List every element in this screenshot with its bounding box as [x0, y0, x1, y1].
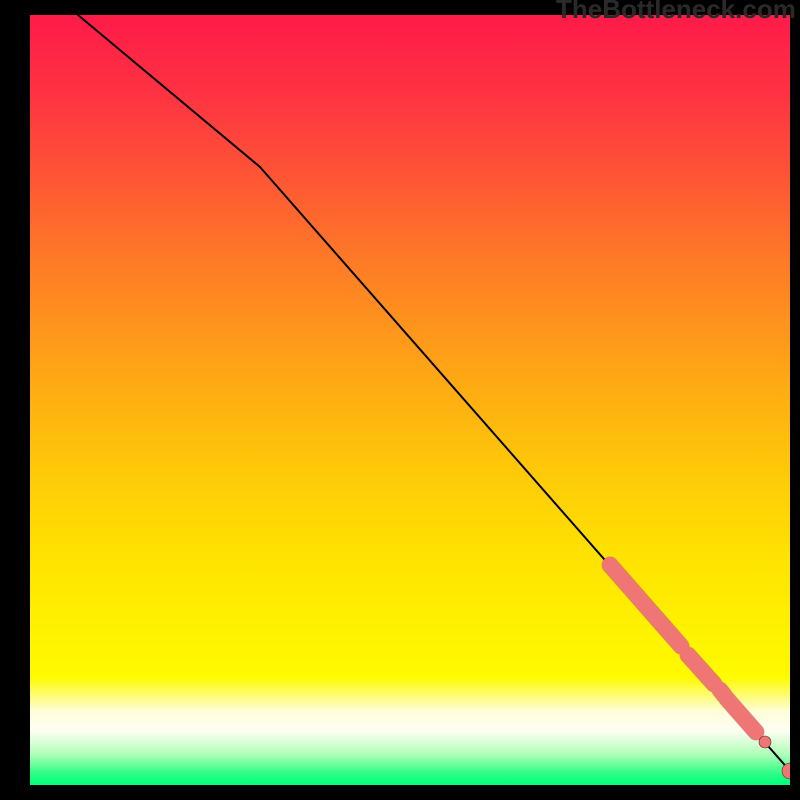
chart-panel: [30, 15, 790, 785]
chart-svg: [30, 15, 790, 785]
watermark-text: TheBottleneck.com: [556, 0, 796, 25]
